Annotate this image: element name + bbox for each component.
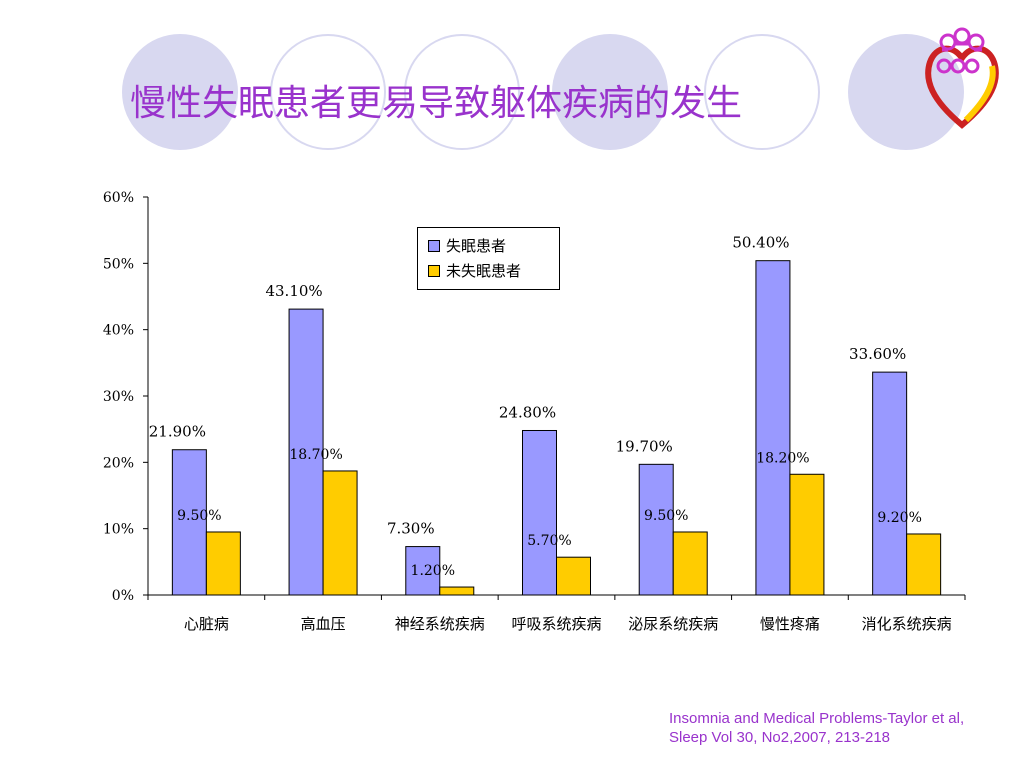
- x-category-label: 高血压: [301, 615, 346, 633]
- legend-swatch-insomnia: [428, 239, 440, 252]
- decorative-circle: [270, 34, 386, 150]
- bar-non-insomnia: [556, 556, 591, 596]
- slide-title: 慢性失眠患者更易导致躯体疾病的发生: [130, 83, 743, 124]
- heart-people-logo-icon: [925, 27, 999, 129]
- bar-non-insomnia: [789, 473, 825, 596]
- data-label-non-insomnia: 9.50%: [644, 508, 688, 524]
- legend-label-insomnia: 失眠患者: [446, 237, 507, 255]
- bar-insomnia: [288, 308, 324, 596]
- decorative-circle-band: [0, 0, 1024, 155]
- x-category-label: 慢性疼痛: [760, 615, 820, 633]
- decorative-circle: [552, 34, 668, 150]
- data-label-insomnia: 33.60%: [849, 345, 906, 363]
- y-tick-label: 40%: [103, 323, 134, 339]
- data-label-non-insomnia: 18.20%: [756, 450, 809, 466]
- bar-insomnia: [405, 546, 441, 596]
- data-label-non-insomnia: 5.70%: [527, 533, 571, 549]
- data-label-insomnia: 43.10%: [265, 282, 322, 300]
- decorative-circle: [122, 34, 238, 150]
- citation-text: Insomnia and Medical Problems-Taylor et …: [669, 710, 965, 746]
- x-category-label: 心脏病: [184, 615, 229, 633]
- bar-insomnia: [171, 449, 207, 596]
- x-category-label: 泌尿系统疾病: [628, 615, 718, 633]
- y-tick-label: 20%: [103, 455, 134, 471]
- bar-insomnia: [872, 371, 908, 596]
- y-tick-label: 30%: [103, 389, 134, 405]
- bar-insomnia: [522, 429, 557, 596]
- legend-label-non-insomnia: 未失眠患者: [446, 262, 522, 280]
- decorative-circle: [404, 34, 520, 150]
- bar-chart: 0% 10% 20% 30% 40% 50% 60% 心脏病 高血压 神经系统疾病 呼吸系统疾病 泌尿…: [103, 190, 966, 633]
- bar-insomnia: [755, 260, 791, 596]
- data-label-non-insomnia: 1.20%: [411, 563, 455, 579]
- legend-item-non-insomnia: 未失眠患者: [418, 258, 559, 283]
- bar-non-insomnia: [205, 531, 241, 596]
- data-label-insomnia: 24.80%: [499, 403, 556, 421]
- y-tick-label: 0%: [112, 588, 134, 604]
- bar-non-insomnia: [322, 470, 358, 596]
- bar-non-insomnia: [672, 531, 708, 596]
- y-tick-label: 50%: [103, 256, 134, 272]
- bar-non-insomnia: [906, 533, 942, 596]
- data-label-insomnia: 7.30%: [387, 520, 435, 538]
- data-label-insomnia: 50.40%: [732, 234, 789, 252]
- bar-non-insomnia: [439, 586, 475, 596]
- legend-item-insomnia: 失眠患者: [418, 233, 559, 258]
- data-label-non-insomnia: 9.50%: [177, 508, 221, 524]
- chart-legend: 失眠患者 未失眠患者: [417, 227, 560, 290]
- y-tick-label: 10%: [103, 522, 134, 538]
- legend-swatch-non-insomnia: [428, 264, 440, 277]
- x-category-label: 神经系统疾病: [395, 615, 485, 633]
- bar-insomnia: [638, 463, 674, 596]
- data-label-insomnia: 21.90%: [149, 423, 206, 441]
- x-category-label: 呼吸系统疾病: [511, 615, 601, 633]
- decorative-circle: [704, 34, 820, 150]
- y-tick-label: 60%: [103, 190, 134, 206]
- data-label-insomnia: 19.70%: [616, 437, 673, 455]
- data-label-non-insomnia: 9.20%: [877, 510, 921, 526]
- data-label-non-insomnia: 18.70%: [289, 447, 342, 463]
- decorative-circle: [848, 34, 964, 150]
- x-category-label: 消化系统疾病: [862, 615, 952, 633]
